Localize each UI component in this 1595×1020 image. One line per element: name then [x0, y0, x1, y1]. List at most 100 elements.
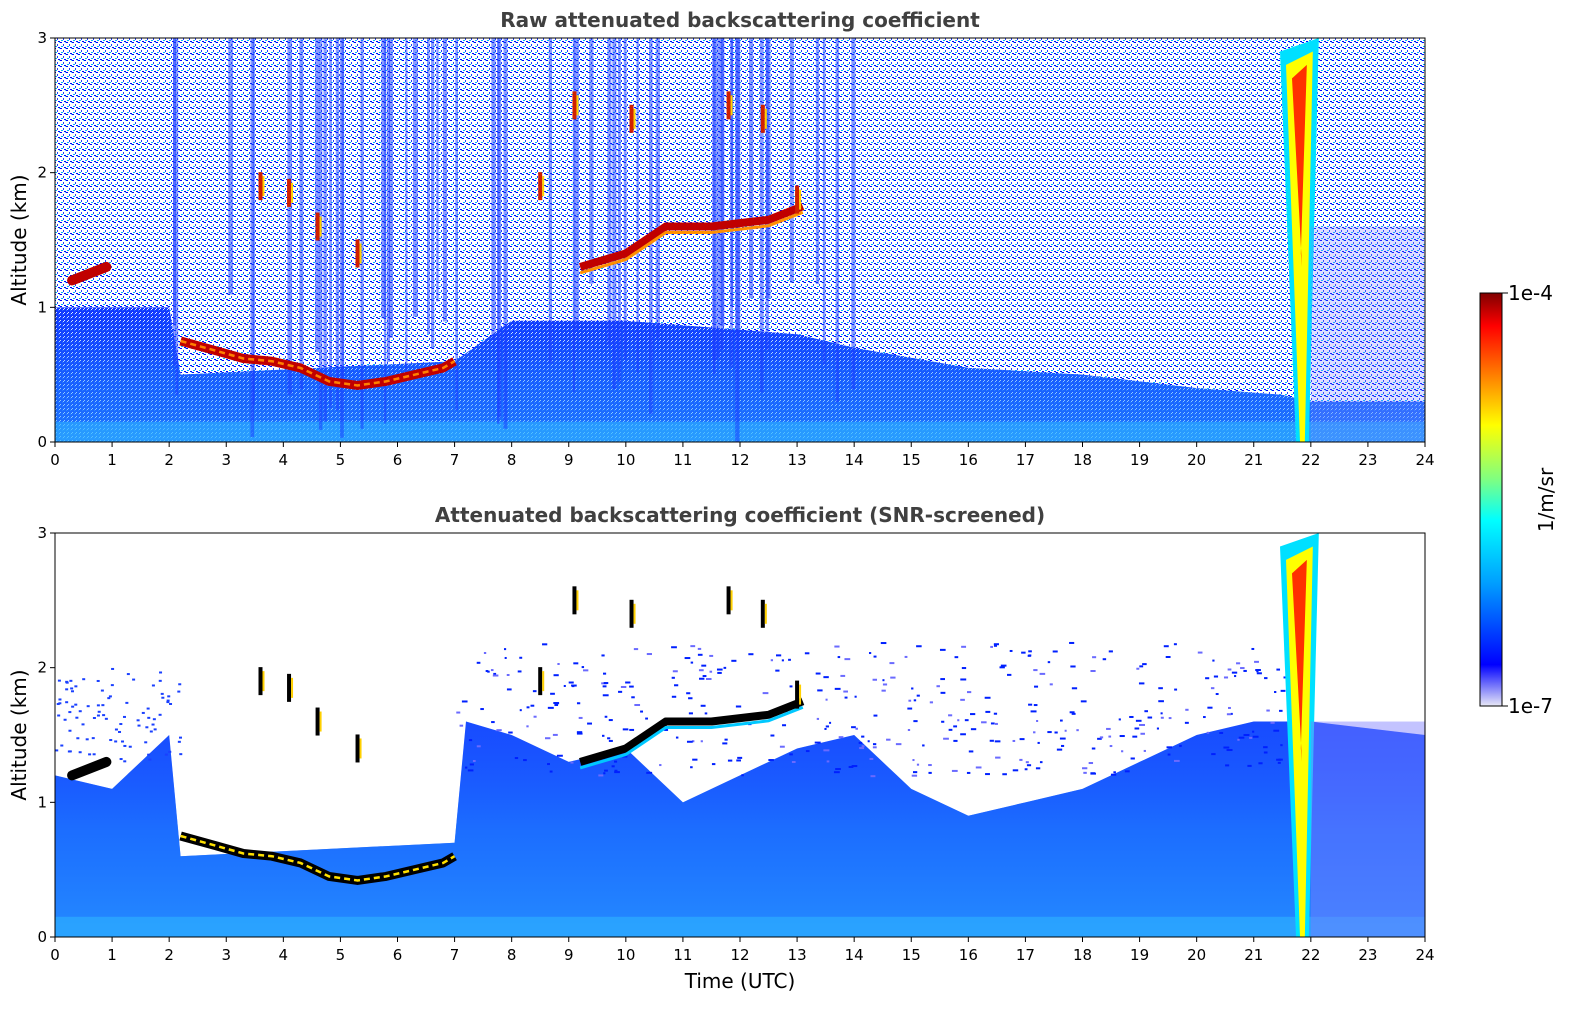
- noise-speck: [603, 672, 607, 675]
- noise-speck: [911, 687, 914, 690]
- noise-speck: [149, 730, 153, 733]
- noise-speck: [686, 740, 693, 743]
- noise-speck: [692, 758, 698, 761]
- noise-speck: [702, 675, 707, 678]
- noise-speck: [699, 677, 705, 680]
- noise-speck: [1083, 771, 1087, 774]
- x-tick-label: 13: [788, 946, 807, 964]
- noise-speck: [717, 671, 722, 674]
- noise-speck: [895, 743, 902, 746]
- noise-speck: [65, 688, 69, 691]
- noise-speck: [480, 708, 484, 711]
- noise-speck: [995, 756, 1001, 759]
- noise-speck: [1047, 661, 1051, 664]
- signal-streak: [388, 38, 393, 338]
- signal-streak: [405, 38, 408, 379]
- x-tick-label: 22: [1301, 451, 1320, 469]
- signal-streak: [720, 38, 724, 350]
- noise-speck: [74, 685, 78, 688]
- noise-speck: [141, 711, 145, 714]
- noise-speck: [1139, 665, 1144, 668]
- noise-speck: [71, 705, 75, 708]
- noise-speck: [861, 745, 865, 748]
- noise-speck: [1197, 651, 1203, 654]
- y-tick-label: 2: [37, 659, 47, 677]
- noise-speck: [1021, 651, 1026, 654]
- noise-speck: [604, 715, 608, 718]
- noise-speck: [1097, 737, 1102, 740]
- noise-speck: [823, 676, 829, 679]
- convective-plume: [355, 734, 360, 763]
- panel1-y-ticks: 0 1 2 3: [37, 29, 55, 451]
- noise-speck: [672, 670, 678, 673]
- noise-speck: [603, 772, 606, 775]
- signal-streak: [426, 38, 430, 334]
- noise-speck: [890, 676, 896, 679]
- mid-cloud-edge: [579, 210, 804, 275]
- noise-speck: [145, 726, 149, 729]
- noise-speck: [179, 753, 183, 756]
- noise-speck: [823, 749, 830, 752]
- noise-speck: [1039, 672, 1046, 675]
- noise-speck: [960, 698, 965, 701]
- noise-speck: [789, 753, 793, 756]
- noise-speck: [912, 759, 915, 762]
- signal-streak: [822, 38, 826, 365]
- convective-plume: [538, 172, 543, 201]
- noise-speck: [491, 721, 495, 724]
- noise-speck: [144, 741, 148, 744]
- noise-speck: [1134, 727, 1140, 730]
- noise-speck: [152, 718, 156, 721]
- noise-speck: [1247, 764, 1252, 767]
- noise-speck: [908, 699, 912, 702]
- noise-speck: [782, 724, 787, 727]
- noise-speck: [985, 710, 991, 713]
- x-tick-label: 1: [107, 946, 117, 964]
- noise-speck: [837, 656, 841, 659]
- signal-streak: [386, 38, 391, 362]
- signal-streak: [503, 38, 508, 429]
- noise-speck: [688, 697, 693, 700]
- noise-speck: [690, 645, 696, 648]
- noise-speck: [1219, 731, 1224, 734]
- signal-streak: [765, 38, 769, 350]
- noise-speck: [953, 739, 958, 742]
- noise-speck: [85, 738, 89, 741]
- noise-speck: [167, 695, 171, 698]
- noise-speck: [514, 757, 519, 760]
- noise-speck: [1035, 767, 1041, 770]
- noise-speck: [805, 750, 810, 753]
- noise-speck: [1158, 687, 1163, 690]
- signal-streak: [250, 38, 255, 438]
- convective-plume: [760, 104, 765, 133]
- noise-speck: [913, 699, 917, 702]
- convective-plume-edge: [291, 677, 294, 698]
- noise-speck: [916, 763, 920, 766]
- signal-streak: [574, 38, 579, 331]
- noise-speck: [554, 704, 559, 707]
- noise-speck: [57, 679, 61, 682]
- signal-streak: [252, 38, 255, 405]
- noise-speck: [675, 736, 679, 739]
- noise-speck: [151, 723, 155, 726]
- signal-streak: [299, 38, 304, 390]
- noise-speck: [873, 655, 877, 658]
- noise-speck: [748, 653, 754, 656]
- noise-speck: [859, 747, 865, 750]
- noise-speck: [556, 702, 560, 705]
- noise-speck: [851, 726, 856, 729]
- noise-speck: [646, 653, 652, 656]
- convective-plume: [315, 707, 320, 736]
- noise-speck: [1054, 731, 1058, 734]
- noise-speck: [816, 717, 820, 720]
- noise-speck: [706, 677, 712, 680]
- convective-plume-edge: [730, 95, 733, 116]
- noise-speck: [166, 701, 170, 704]
- noise-speck: [716, 668, 723, 671]
- noise-speck: [1047, 731, 1052, 734]
- signal-streak: [287, 38, 293, 395]
- signal-streak: [360, 38, 364, 429]
- noise-speck: [576, 702, 581, 705]
- noise-speck: [74, 703, 78, 706]
- noise-speck: [1069, 711, 1075, 714]
